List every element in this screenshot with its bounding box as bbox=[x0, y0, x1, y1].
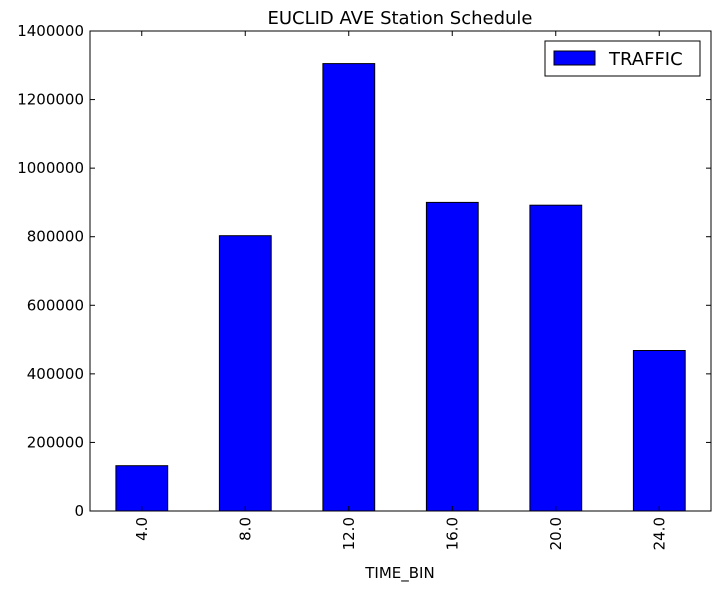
y-tick-label: 200000 bbox=[27, 433, 84, 451]
y-tick-label: 400000 bbox=[27, 365, 84, 383]
bar-16-0 bbox=[425, 201, 479, 512]
x-axis-label: TIME_BIN bbox=[364, 564, 434, 583]
plot-area: 0 200000 400000 600000 800000 1000000 1200000 1… bbox=[17, 22, 712, 550]
y-tick-label: 600000 bbox=[27, 296, 84, 314]
bar-4-0 bbox=[115, 465, 169, 512]
y-tick-label: 1200000 bbox=[17, 91, 84, 109]
y-tick-label: 800000 bbox=[27, 228, 84, 246]
legend-label: TRAFFIC bbox=[608, 49, 683, 70]
legend-swatch bbox=[553, 50, 596, 66]
bar-20-0 bbox=[529, 204, 583, 512]
x-tick-label: 20.0 bbox=[547, 517, 565, 550]
x-tick-label: 12.0 bbox=[340, 517, 358, 550]
chart-title: EUCLID AVE Station Schedule bbox=[267, 8, 532, 29]
x-tick-label: 8.0 bbox=[236, 517, 254, 541]
y-tick-label: 1000000 bbox=[17, 159, 84, 177]
y-tick-label: 0 bbox=[74, 502, 84, 520]
bar-12-0 bbox=[322, 63, 376, 512]
axes-frame bbox=[89, 30, 712, 512]
bar-8-0 bbox=[218, 235, 272, 512]
y-tick-label: 1400000 bbox=[17, 22, 84, 40]
x-tick-label: 4.0 bbox=[133, 517, 151, 541]
x-tick-label: 16.0 bbox=[443, 517, 461, 550]
bar-24-0 bbox=[632, 350, 686, 512]
x-tick-label: 24.0 bbox=[650, 517, 668, 550]
